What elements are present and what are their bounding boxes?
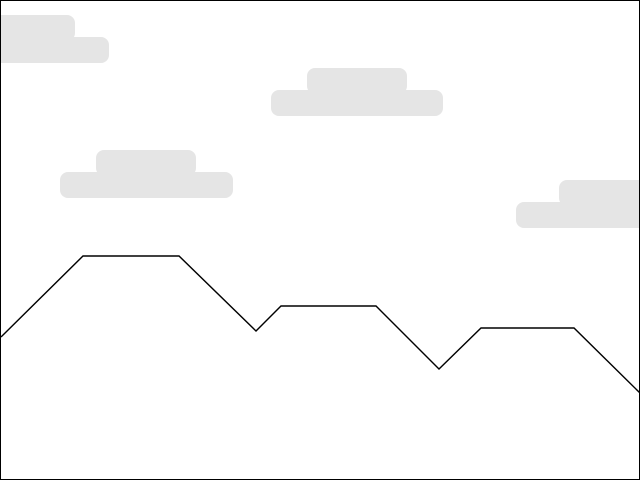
cloud — [1, 15, 109, 63]
cloud-layer — [1, 15, 639, 228]
cloud — [271, 68, 443, 116]
cloud-top — [96, 150, 196, 176]
cloud-top — [1, 15, 75, 41]
cloud-top — [307, 68, 407, 94]
cloud-base — [516, 202, 639, 228]
cloud — [516, 180, 639, 228]
cloud-base — [271, 90, 443, 116]
cloud-top — [559, 180, 639, 206]
cloud — [60, 150, 233, 198]
terrain-line — [1, 255, 639, 394]
cloud-base — [60, 172, 233, 198]
terrain-layer — [1, 255, 639, 394]
cloud-base — [1, 37, 109, 63]
